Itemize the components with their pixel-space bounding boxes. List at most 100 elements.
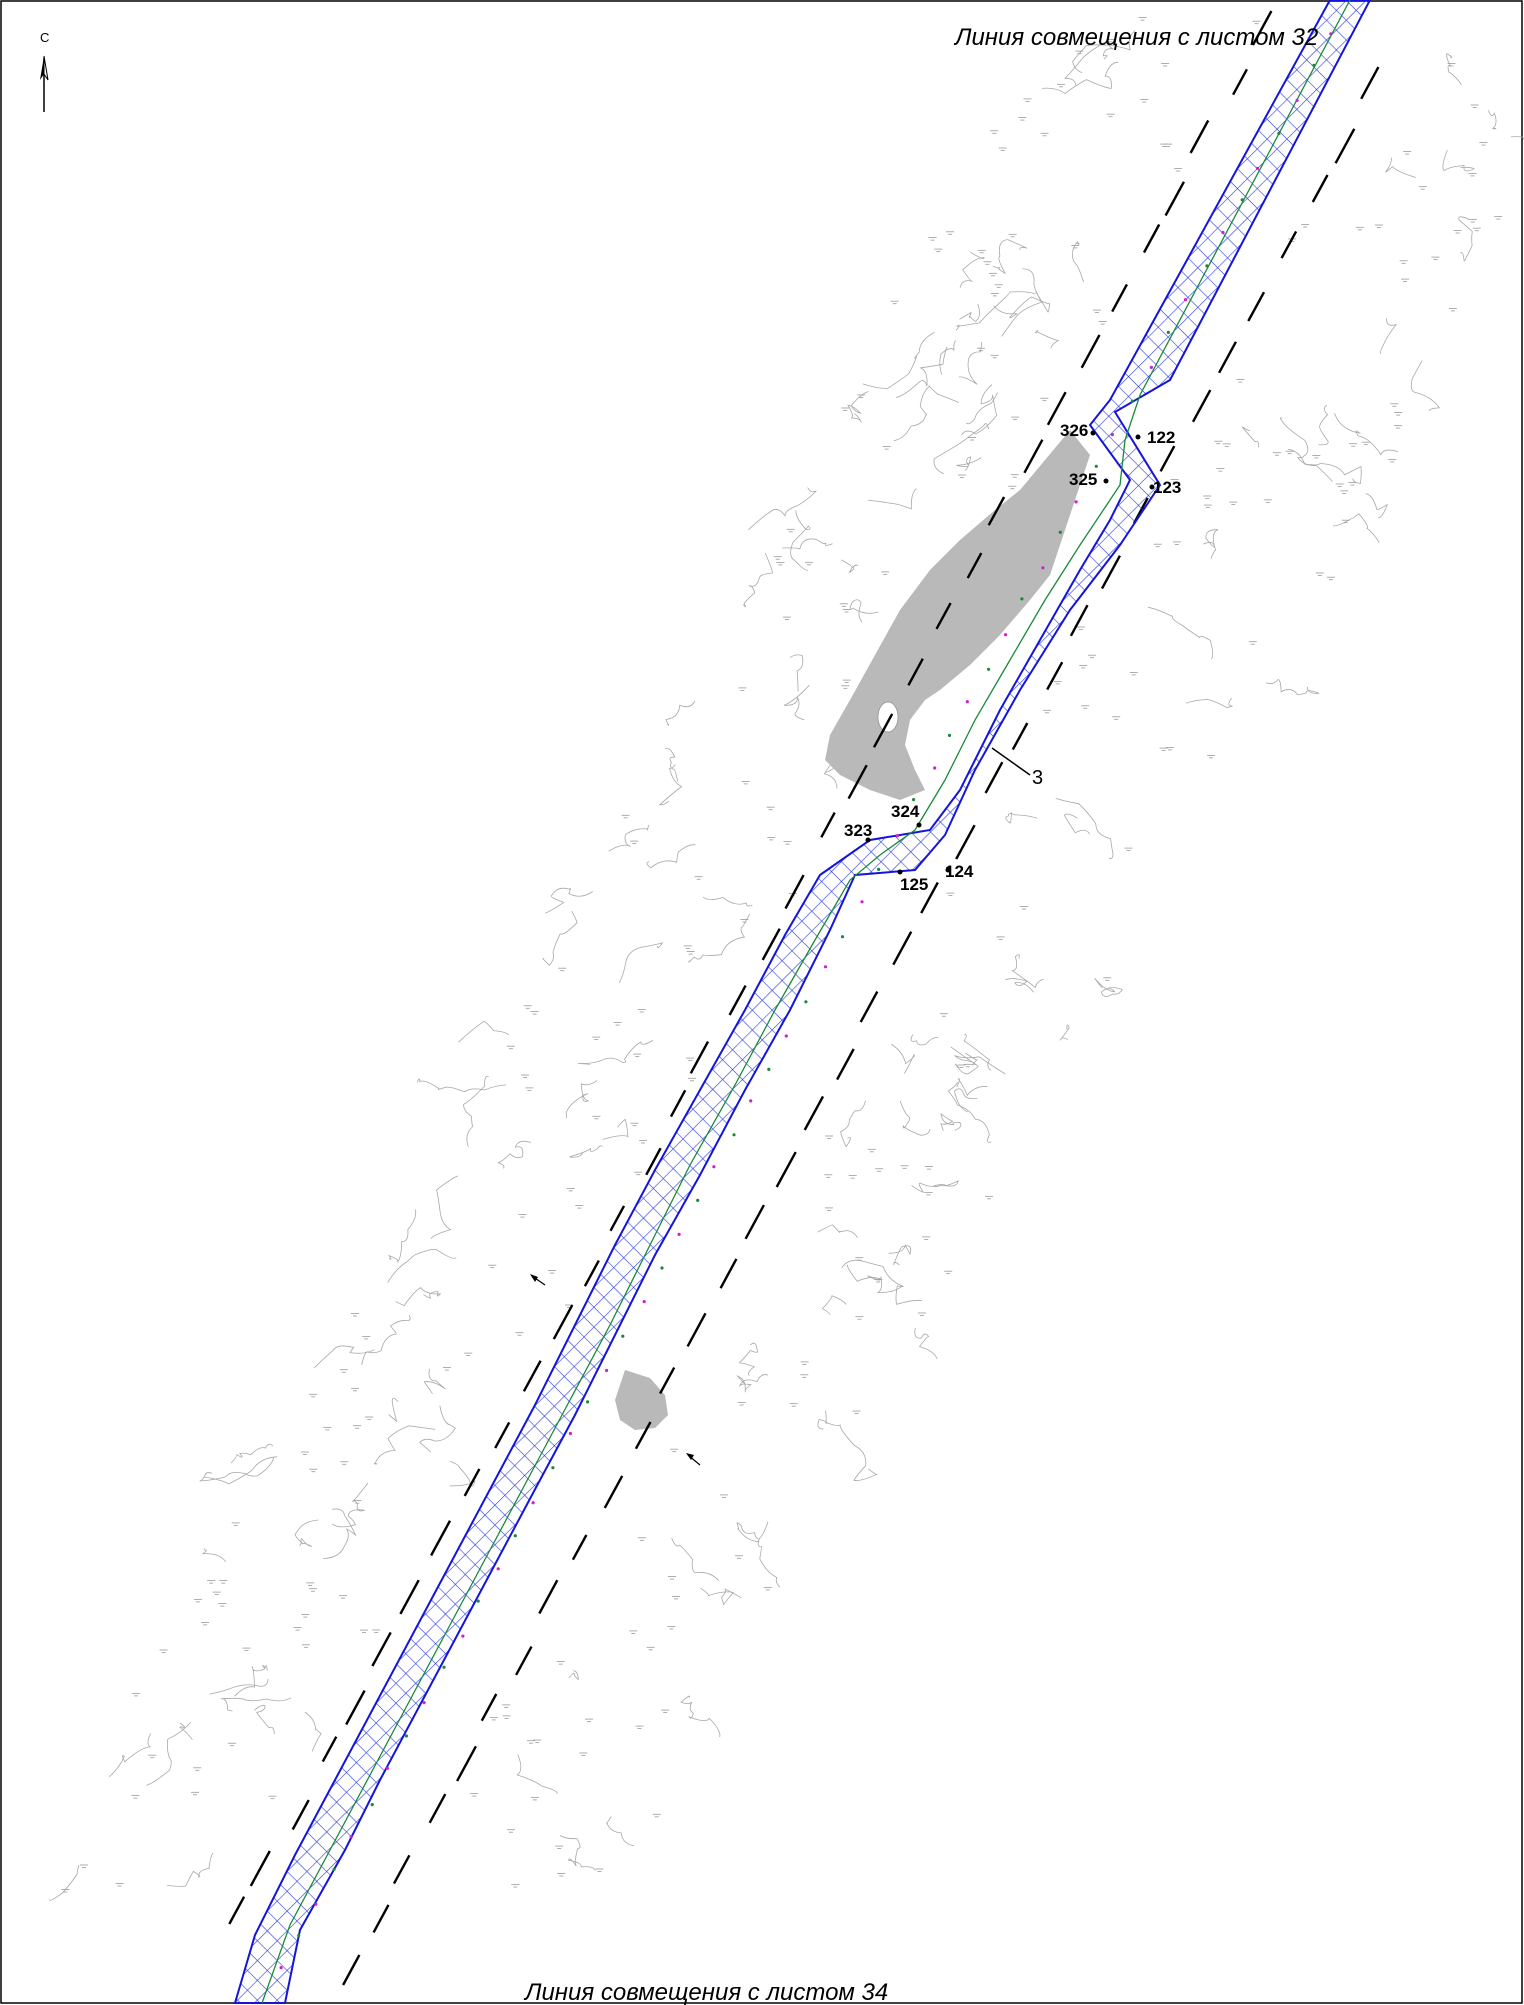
boundary-dash [1334,128,1356,164]
terrain-mark [800,1361,809,1365]
axis-marker [370,1803,374,1807]
contour-line [956,456,982,471]
terrain-mark [694,876,703,880]
contour-line [789,654,804,692]
terrain-mark [1479,142,1488,146]
contour-line [959,304,980,322]
contour-line [1186,697,1233,709]
terrain-mark [946,892,955,896]
terrain-mark [548,1270,557,1274]
terrain-mark [1008,485,1017,490]
terrain-mark [442,1367,451,1371]
terrain-marks [61,17,1503,1893]
terrain-mark [652,1813,661,1818]
terrain-mark [855,1316,864,1320]
terrain-mark [740,919,749,923]
terrain-mark [1494,216,1503,220]
contour-line [893,385,959,442]
terrain-mark [977,347,985,352]
terrain-mark [79,1864,88,1868]
terrain-mark [1043,709,1051,714]
terrain-mark [848,1175,857,1179]
contour-line [947,1081,992,1143]
point-123 [1149,484,1155,490]
terrain-mark [1214,440,1223,445]
contour-line [1071,241,1084,283]
terrain-mark [630,840,639,844]
contour-line [417,1078,507,1093]
terrain-mark [882,446,891,450]
contour-line [234,1665,268,1697]
contour-line [602,1118,629,1140]
point-122 [1135,434,1141,440]
contour-line [939,340,957,375]
axis-marker [1312,63,1316,67]
boundary-dash [583,1260,600,1287]
terrain-mark [1301,224,1310,228]
terrain-mark [996,936,1005,940]
boundary-dash [552,1304,574,1340]
terrain-mark [670,1448,679,1453]
axis-marker [332,1867,336,1871]
point-125 [897,869,903,875]
terrain-mark [506,1045,515,1050]
contour-line [742,552,773,608]
terrain-mark [1431,256,1440,261]
flow-arrow-icon [686,1453,701,1466]
terrain-mark [575,1205,584,1209]
terrain-mark [773,556,782,560]
contour-line [167,1852,214,1887]
terrain-mark [1207,755,1215,759]
contour-line [1005,978,1034,993]
pond-islet [877,701,899,733]
contour-line [840,1100,866,1148]
axis-marker [568,1431,573,1436]
terrain-mark [219,1580,228,1584]
terrain-mark [688,1077,696,1082]
terrain-mark [1153,543,1162,548]
boundary-dash [1080,334,1101,369]
terrain-mark [293,1627,302,1631]
contour-line [201,1548,227,1563]
flow-arrow-icon [530,1274,546,1286]
contour-line [516,1754,558,1794]
contour-line [387,1249,457,1283]
contour-line [736,1374,769,1393]
boundary-dash [1023,439,1044,474]
terrain-mark [507,1829,515,1833]
terrain-mark [350,1313,359,1317]
terrain-contours [48,30,1524,1901]
axis-marker [877,867,881,872]
terrain-mark [148,1754,157,1759]
contour-line [993,291,1051,319]
axis-marker [767,1067,771,1071]
contour-line [688,913,750,963]
contour-line [199,1457,274,1482]
axis-marker [1277,131,1281,135]
contour-line [294,1519,319,1547]
terrain-mark [934,248,943,253]
terrain-mark [340,1461,349,1465]
contour-line [1379,318,1398,355]
boundary-dash [1191,389,1212,423]
terrain-mark [994,284,1003,288]
terrain-mark [842,679,851,683]
terrain-mark [268,1795,277,1800]
terrain-mark [842,609,851,613]
boundary-dash [228,1896,246,1925]
contour-line [680,1695,721,1738]
terrain-mark [365,1416,374,1420]
contour-line [1059,1024,1070,1041]
boundary-dash [342,1954,361,1986]
terrain-mark [737,1402,746,1406]
contour-line [1001,268,1042,337]
terrain-mark [1448,307,1457,312]
terrain-mark [1418,186,1427,190]
contour-line [254,1705,275,1735]
terrain-mark [875,1168,884,1172]
terrain-mark [193,1599,202,1603]
boundary-dash [480,1693,498,1722]
boundary-dash [645,1147,662,1176]
contour-line [313,1345,375,1369]
